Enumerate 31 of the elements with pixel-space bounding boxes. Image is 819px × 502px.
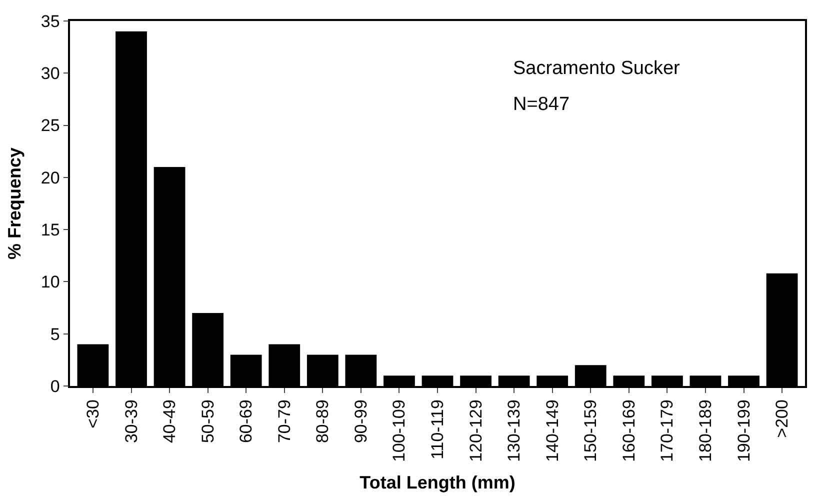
x-tick-label: <30 xyxy=(83,400,102,428)
x-tick-label: 100-109 xyxy=(390,400,409,462)
x-tick-label: >200 xyxy=(772,400,792,438)
y-tick-label: 10 xyxy=(40,272,60,292)
y-tick-label: 5 xyxy=(50,324,60,344)
x-tick-label: 160-169 xyxy=(619,400,638,462)
x-tick-label: 120-129 xyxy=(466,400,486,462)
y-tick-label: 35 xyxy=(40,12,60,31)
x-tick-label: 80-89 xyxy=(313,400,332,444)
annotation: N=847 xyxy=(513,94,570,115)
x-tick-label: 30-39 xyxy=(122,400,141,444)
x-tick-label: 150-159 xyxy=(581,400,600,462)
x-tick-label: 40-49 xyxy=(160,400,180,444)
y-tick-label: 15 xyxy=(40,220,60,240)
y-tick-label: 25 xyxy=(40,116,60,136)
x-tick-label: 170-179 xyxy=(658,400,677,462)
x-tick-label: 50-59 xyxy=(198,400,218,444)
x-tick-label: 70-79 xyxy=(274,400,294,444)
y-tick-label: 20 xyxy=(40,168,60,188)
y-axis-title: % Frequency xyxy=(4,147,25,260)
x-tick-label: 190-199 xyxy=(734,400,754,462)
x-tick-label: 90-99 xyxy=(351,400,370,444)
x-tick-label: 60-69 xyxy=(236,400,256,444)
annotation: Sacramento Sucker xyxy=(513,58,681,79)
x-tick-label: 130-139 xyxy=(504,400,524,462)
y-tick-label: 0 xyxy=(50,376,60,396)
x-tick-label: 140-149 xyxy=(542,400,562,462)
y-tick-label: 30 xyxy=(40,64,60,84)
x-tick-label: 180-189 xyxy=(696,400,715,462)
x-axis-title: Total Length (mm) xyxy=(360,472,516,493)
x-tick-label: 110-119 xyxy=(428,400,448,460)
